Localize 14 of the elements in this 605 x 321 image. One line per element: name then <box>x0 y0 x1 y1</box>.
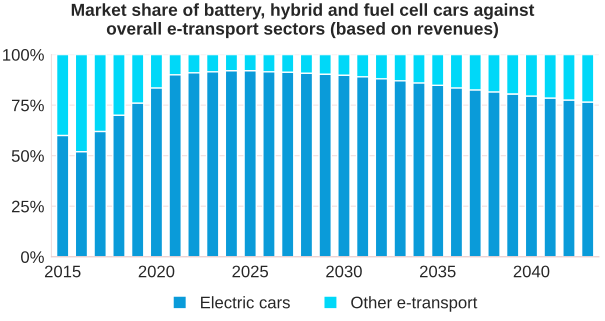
y-tick-label: 25% <box>12 200 44 212</box>
x-tick-label: 2040 <box>514 266 550 278</box>
x-tick-label: 2015 <box>44 266 81 278</box>
legend-label: Other e-transport <box>351 296 478 312</box>
x-tick-label: 2030 <box>326 266 362 278</box>
x-tick-label: 2025 <box>232 266 268 278</box>
chart-title: Market share of battery, hybrid and fuel cell cars against overall e-transport sectors (based on revenues) <box>72 3 534 38</box>
x-tick-label: 2020 <box>138 266 174 278</box>
y-tick-label: 50% <box>12 150 44 162</box>
y-tick-label: 75% <box>12 100 44 112</box>
y-tick-label: 100% <box>3 48 44 61</box>
x-tick-label: 2035 <box>420 266 456 278</box>
y-tick-label: 0% <box>21 251 44 264</box>
legend-label: Electric cars <box>201 296 290 308</box>
